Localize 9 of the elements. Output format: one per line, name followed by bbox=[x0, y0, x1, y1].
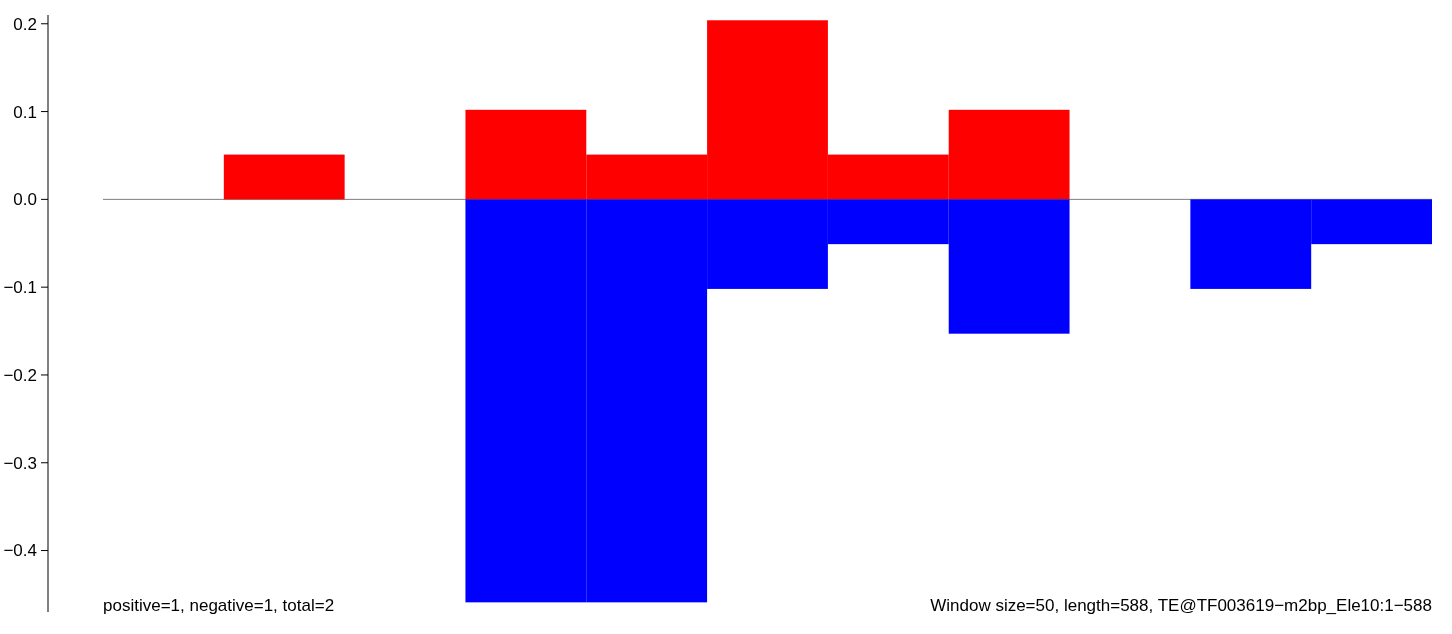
y-tick-label: 0.2 bbox=[13, 14, 37, 34]
y-tick-label: −0.1 bbox=[3, 278, 37, 298]
y-tick-label: −0.4 bbox=[3, 541, 37, 561]
y-tick-label: −0.2 bbox=[3, 365, 37, 385]
y-tick-label: 0.0 bbox=[13, 190, 37, 210]
annotation: positive=1, negative=1, total=2 bbox=[103, 596, 335, 615]
y-tick-label: 0.1 bbox=[13, 102, 37, 122]
annotation: Window size=50, length=588, TE@TF003619−m2bp_Ele10:1−588 bbox=[930, 596, 1432, 615]
y-tick-label: −0.3 bbox=[3, 453, 37, 473]
